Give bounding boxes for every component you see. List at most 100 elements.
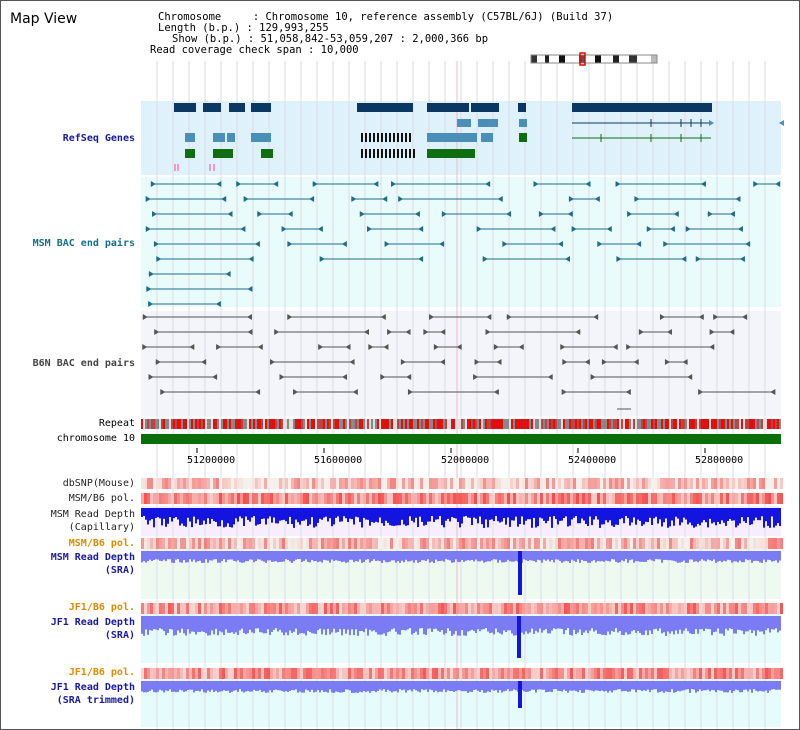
read-depth-bar	[415, 508, 417, 518]
read-depth-bar	[219, 681, 221, 692]
bac-end-arrow	[663, 241, 669, 247]
read-depth-bar	[743, 508, 745, 522]
bac-end-arrow	[309, 196, 315, 202]
read-depth-bar	[761, 681, 763, 692]
polymorphism-cell	[447, 668, 450, 679]
polymorphism-cell	[726, 478, 729, 489]
polymorphism-cell	[519, 478, 522, 489]
track-label-jf1-b6-pol[interactable]: JF1/B6 pol.	[68, 602, 135, 613]
ruler-tick-label: 51600000	[314, 455, 363, 466]
polymorphism-cell	[717, 493, 720, 504]
track-label-jf1-read-depth-sra[interactable]: JF1 Read Depth	[50, 617, 135, 628]
polymorphism-cell	[378, 538, 381, 549]
read-depth-bar	[273, 681, 275, 691]
repeat-segment	[153, 419, 155, 429]
polymorphism-cell	[393, 478, 396, 489]
read-depth-bar	[421, 616, 423, 629]
repeat-segment	[301, 419, 303, 429]
polymorphism-cell	[309, 538, 312, 549]
read-depth-bar	[653, 681, 655, 690]
gene-exon	[409, 149, 411, 158]
repeat-segment	[425, 419, 427, 429]
read-depth-bar	[619, 508, 621, 520]
track-label-msm-read-depth-capillary[interactable]: MSM Read Depth	[50, 509, 135, 520]
read-depth-bar	[467, 681, 469, 693]
polymorphism-cell	[333, 493, 336, 504]
read-depth-bar	[215, 681, 217, 691]
repeat-segment	[529, 419, 531, 429]
read-depth-bar	[515, 508, 517, 517]
track-label-refseq[interactable]: RefSeq Genes	[62, 133, 135, 144]
bac-end-arrow	[398, 196, 404, 202]
polymorphism-cell	[387, 478, 390, 489]
read-depth-bar	[779, 616, 781, 631]
polymorphism-cell	[642, 603, 645, 614]
track-label-msm-b6-pol-2[interactable]: MSM/B6 pol.	[68, 538, 135, 549]
read-depth-bar	[499, 551, 501, 561]
read-depth-bar	[619, 681, 621, 690]
repeat-segment	[499, 419, 501, 429]
bac-end-arrow	[485, 181, 491, 187]
polymorphism-cell	[618, 603, 621, 614]
track-label-dbsnp[interactable]: dbSNP(Mouse)	[62, 478, 135, 489]
read-depth-bar	[285, 616, 287, 633]
read-depth-bar	[369, 508, 371, 526]
read-depth-bar	[693, 681, 695, 690]
polymorphism-cell	[312, 493, 315, 504]
repeat-segment	[601, 419, 603, 429]
track-label-jf1-read-depth-trimmed[interactable]: JF1 Read Depth	[50, 682, 135, 693]
polymorphism-cell	[321, 538, 324, 549]
read-depth-bar	[739, 551, 741, 561]
polymorphism-cell	[543, 668, 546, 679]
read-depth-bar	[635, 681, 637, 693]
read-depth-bar	[199, 551, 201, 561]
read-depth-bar	[559, 616, 561, 629]
read-depth-bar	[603, 508, 605, 525]
polymorphism-cell	[555, 493, 558, 504]
polymorphism-cell	[222, 478, 225, 489]
track-label-msm-bac[interactable]: MSM BAC end pairs	[32, 238, 135, 249]
track-label-jf1-b6-pol-2[interactable]: JF1/B6 pol.	[68, 667, 135, 678]
read-depth-bar	[269, 508, 271, 517]
polymorphism-cell	[570, 668, 573, 679]
track-label-msm-b6-pol[interactable]: MSM/B6 pol.	[68, 493, 135, 504]
polymorphism-cell	[555, 478, 558, 489]
read-depth-bar	[311, 616, 313, 634]
polymorphism-cell	[636, 493, 639, 504]
read-depth-bar	[401, 681, 403, 691]
polymorphism-cell	[690, 668, 693, 679]
polymorphism-cell	[297, 478, 300, 489]
read-depth-bar	[191, 616, 193, 632]
polymorphism-cell	[177, 603, 180, 614]
polymorphism-cell	[771, 478, 774, 489]
bac-end-arrow	[636, 241, 642, 247]
read-depth-bar	[431, 681, 433, 691]
polymorphism-cell	[306, 668, 309, 679]
region-info: Chromosome : Chromosome 10, reference as…	[150, 12, 613, 56]
track-label-msm-read-depth-sra[interactable]: MSM Read Depth	[50, 552, 135, 563]
read-depth-bar	[289, 616, 291, 631]
polymorphism-cell	[735, 493, 738, 504]
track-label-chromosome[interactable]: chromosome 10	[56, 433, 135, 444]
polymorphism-cell	[513, 493, 516, 504]
polymorphism-cell	[291, 478, 294, 489]
polymorphism-cell	[357, 478, 360, 489]
polymorphism-cell	[462, 538, 465, 549]
polymorphism-cell	[534, 603, 537, 614]
polymorphism-cell	[243, 493, 246, 504]
track-label-repeat[interactable]: Repeat	[98, 418, 135, 429]
read-depth-bar	[243, 616, 245, 634]
read-depth-bar	[717, 508, 719, 522]
polymorphism-cell	[192, 493, 195, 504]
read-depth-bar	[511, 681, 513, 691]
read-depth-bar	[235, 551, 237, 562]
polymorphism-cell	[540, 478, 543, 489]
read-depth-bar	[493, 551, 495, 560]
polymorphism-cell	[672, 478, 675, 489]
read-depth-bar	[181, 508, 183, 524]
gene-exon	[427, 133, 477, 142]
track-label-b6n-bac[interactable]: B6N BAC end pairs	[32, 358, 135, 369]
polymorphism-cell	[519, 538, 522, 549]
